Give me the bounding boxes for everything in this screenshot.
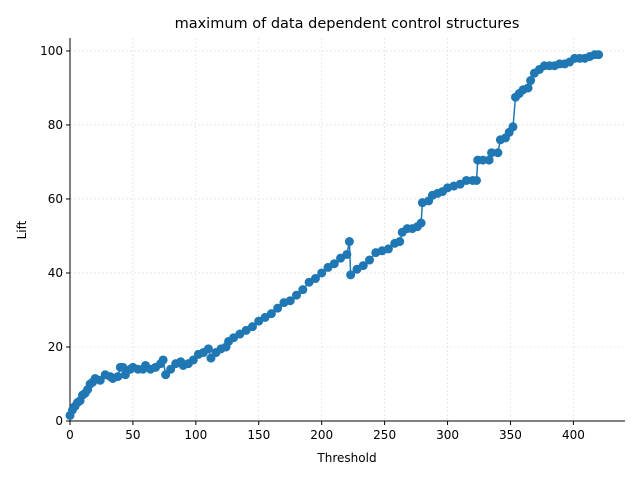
marker — [383, 244, 393, 254]
marker — [158, 355, 168, 365]
marker — [342, 249, 352, 259]
marker — [298, 285, 308, 295]
x-tick-label: 350 — [499, 428, 522, 442]
y-tick-label: 20 — [48, 340, 63, 354]
y-tick-label: 40 — [48, 266, 63, 280]
marker — [329, 259, 339, 269]
marker — [310, 274, 320, 284]
marker — [344, 237, 354, 247]
x-tick-label: 50 — [125, 428, 140, 442]
marker — [292, 290, 302, 300]
marker — [416, 218, 426, 228]
marker — [285, 296, 295, 306]
x-tick-label: 100 — [184, 428, 207, 442]
marker — [113, 372, 123, 382]
x-tick-label: 250 — [373, 428, 396, 442]
marker — [526, 76, 536, 86]
y-tick-label: 100 — [40, 44, 63, 58]
marker — [471, 175, 481, 185]
marker — [523, 83, 533, 93]
marker — [273, 303, 283, 313]
marker — [487, 148, 497, 158]
marker — [395, 237, 405, 247]
marker — [484, 155, 494, 165]
x-tick-label: 150 — [247, 428, 270, 442]
x-axis-label: Threshold — [316, 451, 376, 465]
y-tick-label: 0 — [55, 414, 63, 428]
marker — [493, 148, 503, 158]
marker — [266, 309, 276, 319]
marker — [594, 50, 604, 60]
x-tick-label: 400 — [562, 428, 585, 442]
marker — [461, 175, 471, 185]
y-tick-label: 80 — [48, 118, 63, 132]
y-axis-label: Lift — [15, 220, 29, 239]
marker — [203, 344, 213, 354]
marker — [365, 255, 375, 265]
x-tick-label: 0 — [66, 428, 74, 442]
marker — [247, 322, 257, 332]
y-tick-label: 60 — [48, 192, 63, 206]
line — [69, 53, 599, 416]
marker — [118, 362, 128, 372]
chart-title: maximum of data dependent control struct… — [175, 16, 520, 32]
marker — [478, 155, 488, 165]
marker — [508, 122, 518, 132]
marker — [346, 270, 356, 280]
x-tick-label: 200 — [310, 428, 333, 442]
marker — [358, 261, 368, 271]
marker — [317, 268, 327, 278]
x-tick-label: 300 — [436, 428, 459, 442]
